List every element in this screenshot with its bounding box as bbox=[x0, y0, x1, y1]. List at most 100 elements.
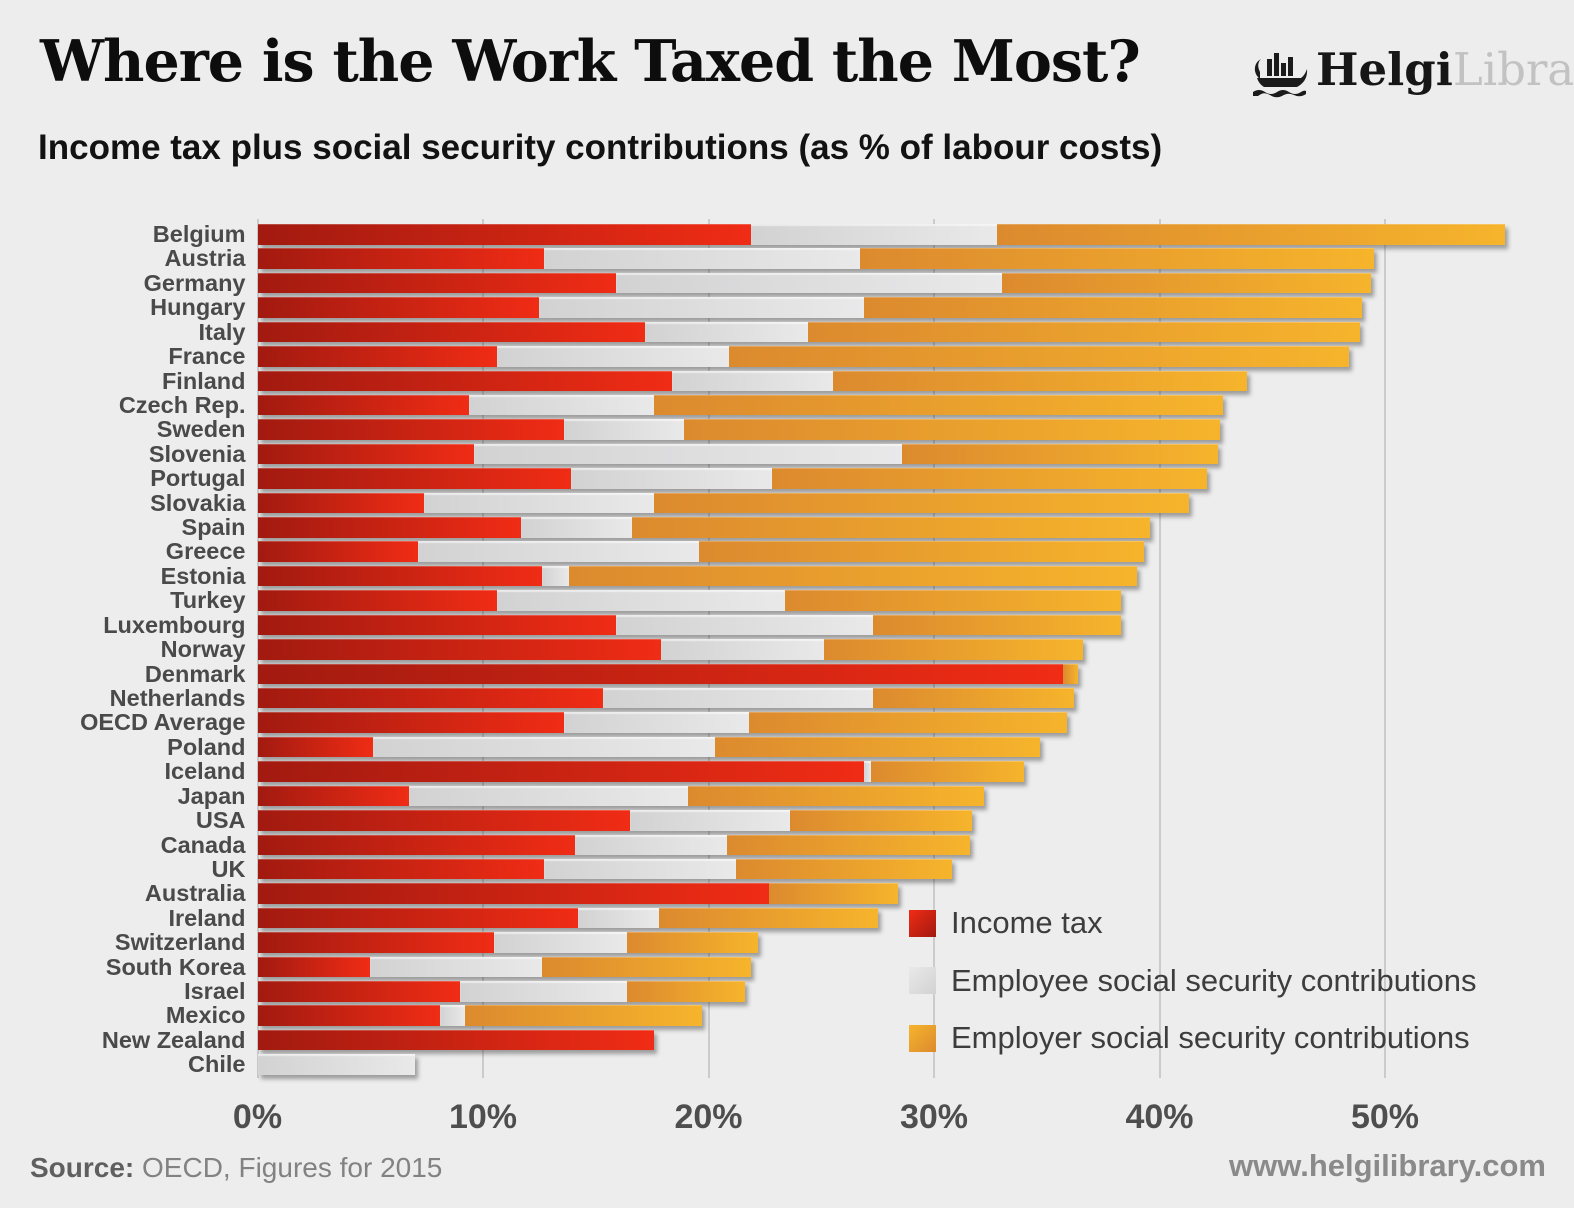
row-label-ireland: Ireland bbox=[168, 904, 246, 931]
row-label-usa: USA bbox=[195, 807, 246, 834]
bar-segment-income_tax-uk bbox=[257, 858, 544, 880]
row-label-denmark: Denmark bbox=[144, 660, 246, 687]
row-label-hungary: Hungary bbox=[150, 294, 246, 321]
x-tick-label-10: 10% bbox=[448, 1098, 518, 1136]
bar-segment-employer_ssc-switzerland bbox=[627, 932, 759, 953]
bar-row-belgium bbox=[257, 224, 1505, 245]
row-label-poland: Poland bbox=[167, 733, 246, 760]
bar-segment-employee_ssc-oecd-average bbox=[564, 712, 750, 733]
bar-row-new-zealand bbox=[257, 1029, 655, 1051]
bar-segment-employee_ssc-portugal bbox=[570, 468, 772, 489]
row-label-slovakia: Slovakia bbox=[150, 489, 246, 516]
brand-name-secondary: Library. bbox=[1452, 43, 1574, 96]
bar-row-greece bbox=[257, 541, 1144, 562]
bar-segment-income_tax-spain bbox=[257, 517, 522, 538]
bar-row-poland bbox=[257, 736, 1040, 758]
bar-segment-employer_ssc-uk bbox=[735, 858, 953, 880]
row-label-italy: Italy bbox=[198, 318, 246, 345]
bar-segment-employee_ssc-luxembourg bbox=[616, 614, 874, 636]
bar-segment-employee_ssc-canada bbox=[575, 834, 727, 855]
row-label-norway: Norway bbox=[160, 636, 246, 663]
x-tick-label-0: 0% bbox=[232, 1098, 283, 1136]
bar-segment-employee_ssc-poland bbox=[372, 736, 716, 758]
bar-row-australia bbox=[257, 883, 898, 904]
bar-segment-income_tax-oecd-average bbox=[257, 712, 565, 733]
bar-row-hungary bbox=[257, 297, 1363, 318]
bar-segment-income_tax-france bbox=[257, 346, 497, 367]
bar-segment-employer_ssc-turkey bbox=[785, 590, 1122, 611]
helgi-ship-icon bbox=[1253, 53, 1308, 98]
bar-segment-employee_ssc-japan bbox=[408, 785, 689, 807]
bar-segment-income_tax-greece bbox=[257, 541, 418, 562]
bar-row-estonia bbox=[257, 565, 1137, 587]
legend-item-income_tax: Income tax bbox=[909, 905, 1103, 941]
bar-segment-income_tax-italy bbox=[257, 321, 646, 343]
legend-item-employer_ssc: Employer social security contributions bbox=[909, 1020, 1470, 1056]
bar-segment-employee_ssc-chile bbox=[257, 1054, 416, 1075]
bar-segment-employer_ssc-mexico bbox=[464, 1005, 702, 1026]
bar-segment-employer_ssc-germany bbox=[1001, 272, 1372, 294]
page-title: Where is the Work Taxed the Most? bbox=[40, 28, 1141, 95]
bar-segment-employer_ssc-czech-rep bbox=[654, 394, 1223, 416]
bar-segment-employer_ssc-slovenia bbox=[902, 443, 1219, 465]
bar-row-norway bbox=[257, 639, 1083, 660]
bar-segment-income_tax-netherlands bbox=[257, 687, 603, 709]
legend-swatch-employee_ssc bbox=[909, 967, 936, 994]
bar-row-france bbox=[257, 346, 1349, 367]
bar-segment-employer_ssc-iceland bbox=[870, 761, 1025, 782]
bar-segment-employer_ssc-oecd-average bbox=[749, 712, 1068, 733]
bar-row-canada bbox=[257, 834, 971, 855]
bar-row-luxembourg bbox=[257, 614, 1122, 636]
bar-segment-employee_ssc-czech-rep bbox=[469, 394, 655, 416]
bar-segment-income_tax-portugal bbox=[257, 468, 571, 489]
bar-segment-income_tax-slovakia bbox=[257, 492, 425, 514]
bar-segment-employee_ssc-turkey bbox=[496, 590, 786, 611]
row-label-australia: Australia bbox=[144, 880, 246, 907]
bar-segment-employee_ssc-slovakia bbox=[424, 492, 655, 514]
legend-label-employer_ssc: Employer social security contributions bbox=[951, 1020, 1470, 1055]
bar-segment-income_tax-luxembourg bbox=[257, 614, 617, 636]
bar-row-ireland bbox=[257, 907, 878, 929]
bar-segment-employer_ssc-japan bbox=[688, 785, 984, 807]
bar-segment-income_tax-iceland bbox=[257, 761, 865, 782]
row-label-chile: Chile bbox=[188, 1051, 246, 1078]
bar-segment-income_tax-belgium bbox=[257, 224, 752, 245]
bar-segment-income_tax-germany bbox=[257, 272, 617, 294]
bar-segment-employer_ssc-luxembourg bbox=[873, 614, 1122, 636]
row-label-spain: Spain bbox=[181, 514, 246, 541]
gridline-40pct bbox=[1158, 219, 1161, 1078]
bar-segment-income_tax-estonia bbox=[257, 565, 542, 587]
row-label-finland: Finland bbox=[161, 367, 246, 394]
bar-segment-employee_ssc-israel bbox=[460, 981, 628, 1002]
bar-segment-employee_ssc-estonia bbox=[541, 565, 569, 587]
bar-segment-income_tax-switzerland bbox=[257, 932, 495, 953]
row-label-oecd-average: OECD Average bbox=[80, 709, 246, 736]
bar-segment-employee_ssc-uk bbox=[543, 858, 736, 880]
bar-segment-employee_ssc-italy bbox=[645, 321, 808, 343]
bar-segment-employer_ssc-poland bbox=[715, 736, 1040, 758]
legend-swatch-income_tax bbox=[909, 909, 936, 937]
bar-segment-income_tax-canada bbox=[257, 834, 576, 855]
bar-segment-employer_ssc-finland bbox=[832, 370, 1248, 392]
bar-segment-income_tax-turkey bbox=[257, 590, 497, 611]
bar-row-mexico bbox=[257, 1005, 702, 1026]
bar-segment-employer_ssc-australia bbox=[769, 883, 898, 904]
bar-segment-employer_ssc-italy bbox=[807, 321, 1361, 343]
bar-segment-income_tax-mexico bbox=[257, 1005, 441, 1026]
bar-row-switzerland bbox=[257, 932, 759, 953]
row-label-france: France bbox=[168, 343, 246, 370]
x-tick-label-30: 30% bbox=[899, 1098, 969, 1136]
bar-segment-employer_ssc-south-korea bbox=[541, 956, 752, 978]
bar-segment-employee_ssc-france bbox=[496, 346, 729, 367]
bar-row-south-korea bbox=[257, 956, 752, 978]
bar-segment-employer_ssc-denmark bbox=[1062, 663, 1079, 685]
bar-segment-employee_ssc-spain bbox=[521, 517, 632, 538]
bar-segment-employer_ssc-estonia bbox=[568, 565, 1137, 587]
bar-segment-employer_ssc-belgium bbox=[997, 224, 1505, 245]
brand-logo: HelgiLibrary. bbox=[1250, 44, 1574, 104]
bar-row-oecd-average bbox=[257, 712, 1068, 733]
legend-label-income_tax: Income tax bbox=[951, 905, 1103, 940]
row-label-portugal: Portugal bbox=[150, 465, 246, 492]
bar-segment-employer_ssc-france bbox=[728, 346, 1349, 367]
